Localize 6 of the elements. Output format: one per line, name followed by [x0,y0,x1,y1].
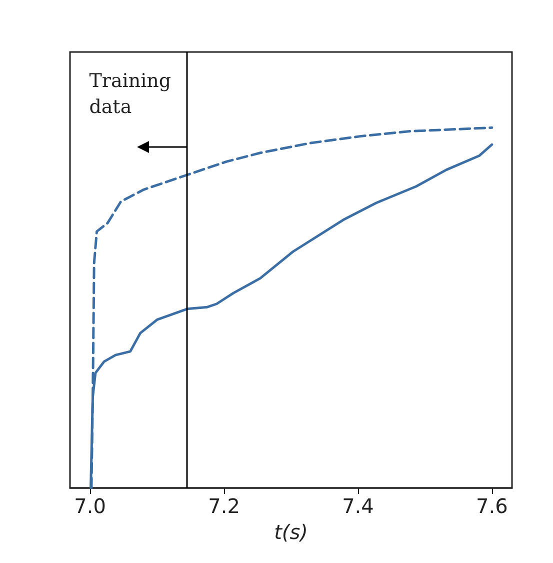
x-tick-label: 7.4 [342,494,374,518]
x-tick-label: 7.6 [476,494,508,518]
ref-line-label: Training data [89,70,178,118]
x-axis-title: t(s) [274,520,308,544]
x-tick-label: 7.0 [74,494,106,518]
x-tick-label: 7.2 [208,494,240,518]
